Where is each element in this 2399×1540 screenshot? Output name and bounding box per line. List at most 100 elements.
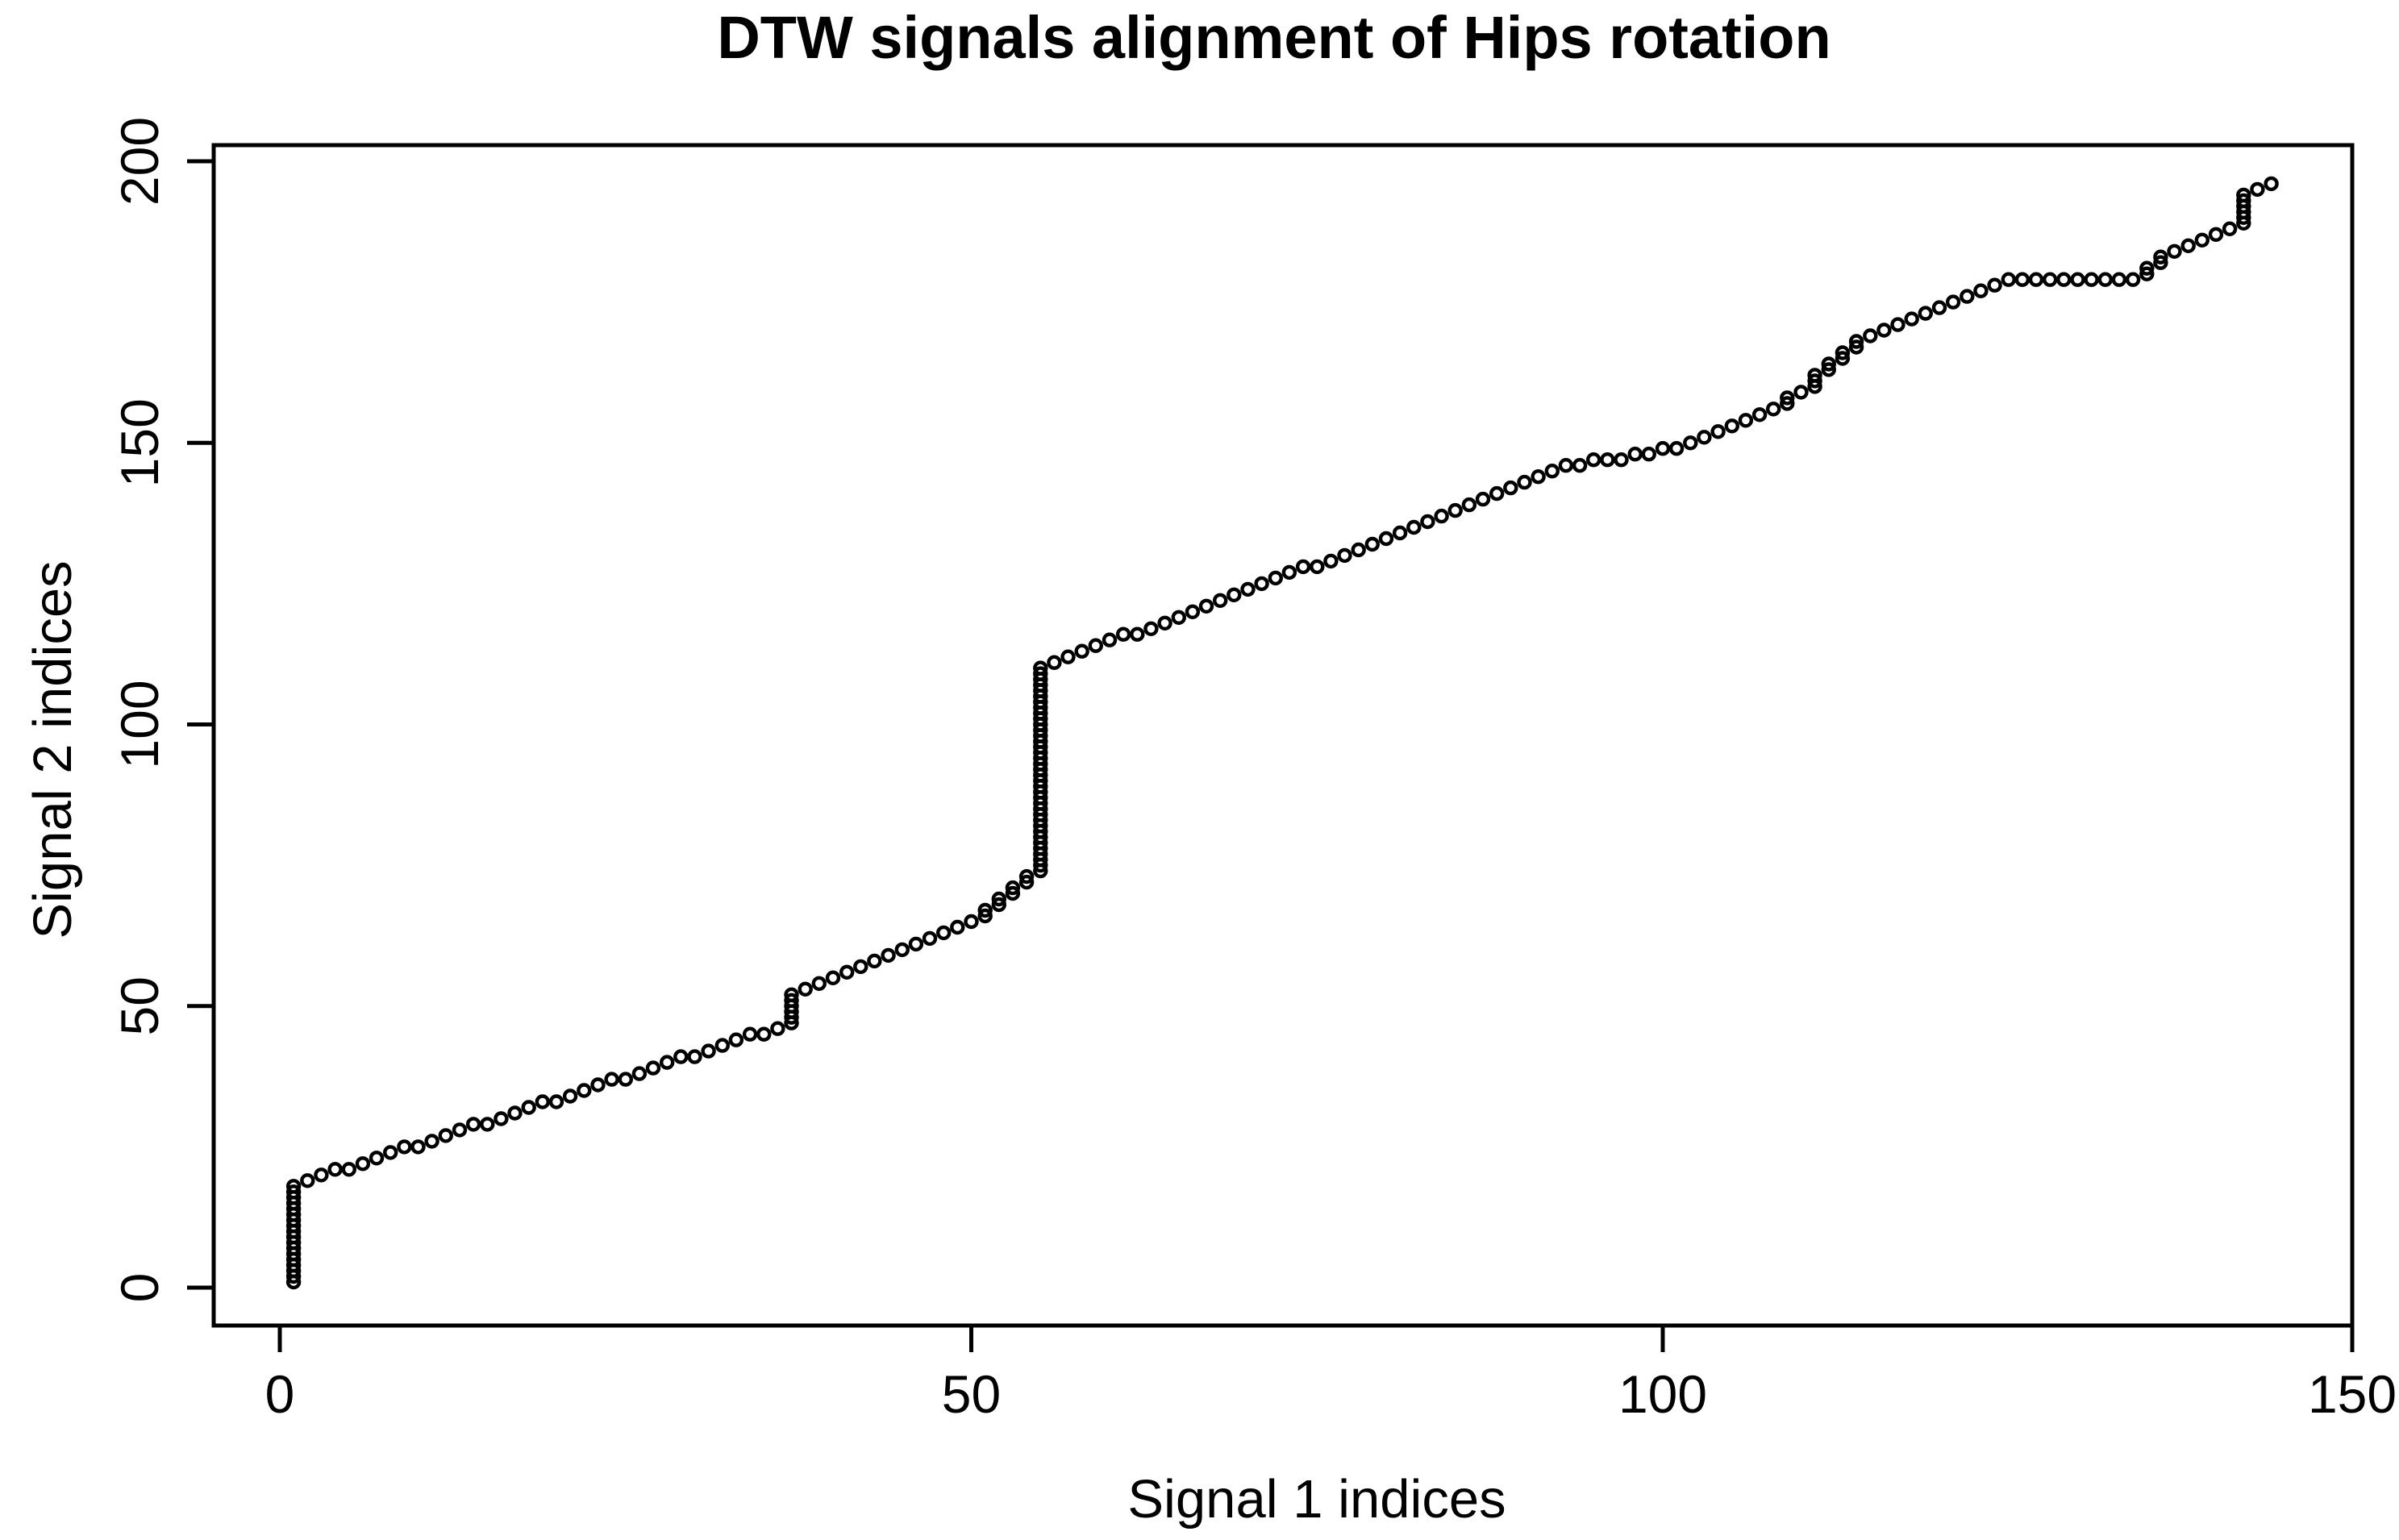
data-point <box>1005 880 1021 896</box>
data-point <box>438 1128 453 1143</box>
data-point <box>1600 452 1615 468</box>
data-point <box>2194 232 2210 248</box>
data-point <box>1807 368 1822 383</box>
data-point <box>1364 536 1381 552</box>
data-point <box>1780 390 1795 406</box>
data-point <box>1876 323 1892 338</box>
data-point <box>355 1156 371 1172</box>
x-axis-label: Signal 1 indices <box>1127 1469 1506 1530</box>
data-point <box>784 987 799 1003</box>
data-point <box>922 930 938 947</box>
plot-border <box>211 143 2355 1328</box>
data-point <box>548 1094 564 1109</box>
data-point <box>2153 249 2168 264</box>
data-point <box>285 1184 302 1200</box>
data-point <box>825 970 841 986</box>
data-point <box>1572 458 1588 473</box>
data-point <box>2111 272 2127 287</box>
data-point <box>397 1139 412 1155</box>
data-point <box>1392 525 1408 541</box>
data-point <box>507 1105 523 1121</box>
data-point <box>2084 272 2099 287</box>
data-point <box>991 897 1007 913</box>
data-point <box>1945 294 1961 310</box>
data-point <box>2014 272 2030 287</box>
data-point <box>1558 458 1574 473</box>
data-point <box>1848 334 1864 349</box>
data-point <box>770 1021 785 1036</box>
data-point <box>1157 615 1172 631</box>
data-point <box>1683 435 1698 451</box>
data-point <box>521 1100 536 1115</box>
data-point <box>1310 559 1325 575</box>
data-point <box>645 1060 661 1076</box>
data-point <box>1848 339 1864 355</box>
x-axis-tick-label: 50 <box>942 1364 1001 1424</box>
data-point <box>480 1117 495 1132</box>
data-point <box>1835 345 1851 360</box>
data-point <box>1821 362 1837 377</box>
data-point <box>1821 356 1837 372</box>
data-point <box>2167 243 2182 259</box>
plot-content-layer: 0 50 100 150 0 50 100 150 200 <box>110 117 2397 1424</box>
data-point <box>811 976 827 992</box>
data-point <box>604 1072 619 1087</box>
data-point <box>1904 311 1919 327</box>
data-point <box>1033 666 1048 681</box>
data-point <box>1434 508 1449 524</box>
data-point <box>756 1026 772 1042</box>
data-point <box>1793 385 1809 400</box>
data-point <box>1378 531 1394 547</box>
data-point <box>1960 289 1975 304</box>
data-point <box>2097 272 2114 287</box>
data-point <box>1931 300 1947 315</box>
data-point <box>2222 221 2238 236</box>
data-point <box>618 1072 633 1087</box>
data-point <box>1710 424 1726 439</box>
data-point <box>853 959 868 975</box>
data-point <box>577 1083 592 1098</box>
data-point <box>452 1122 468 1138</box>
data-point <box>1544 464 1560 479</box>
x-axis-tick-label: 150 <box>2308 1364 2397 1424</box>
data-point <box>314 1167 329 1183</box>
y-axis-tick-label: 150 <box>110 398 169 487</box>
data-point <box>1655 441 1671 456</box>
y-axis-label: Signal 2 indices <box>23 560 83 939</box>
x-axis-tick-label: 100 <box>1618 1364 1707 1424</box>
data-point <box>1517 474 1532 490</box>
data-point <box>660 1055 675 1070</box>
data-point <box>1005 885 1021 901</box>
chart-title: DTW signals alignment of Hips rotation <box>717 4 1830 71</box>
y-axis-tick-label: 0 <box>110 1273 169 1303</box>
data-point <box>1074 643 1089 659</box>
data-point <box>631 1066 648 1081</box>
x-axis-tick-label: 0 <box>265 1364 295 1424</box>
data-point <box>2042 272 2058 287</box>
data-point <box>1461 497 1477 513</box>
data-point <box>2001 272 2017 287</box>
data-point <box>2180 238 2196 253</box>
data-point <box>1724 418 1740 434</box>
data-point <box>2139 260 2155 276</box>
y-axis-tick-label: 100 <box>110 680 169 768</box>
data-point <box>1295 559 1311 575</box>
data-point <box>1254 576 1269 592</box>
data-point <box>950 919 965 935</box>
data-point <box>1503 480 1518 496</box>
data-point <box>1918 306 1934 321</box>
data-point <box>977 908 993 924</box>
data-point <box>1835 351 1851 366</box>
data-point <box>1268 570 1284 586</box>
data-point <box>327 1162 343 1177</box>
data-point <box>562 1088 578 1104</box>
data-point <box>285 1179 302 1194</box>
data-point <box>1614 452 1629 468</box>
data-point <box>1171 610 1187 625</box>
data-point <box>2125 272 2141 287</box>
data-point <box>1697 430 1712 445</box>
data-point <box>991 891 1007 907</box>
data-point <box>935 925 952 941</box>
data-point <box>2236 187 2251 203</box>
